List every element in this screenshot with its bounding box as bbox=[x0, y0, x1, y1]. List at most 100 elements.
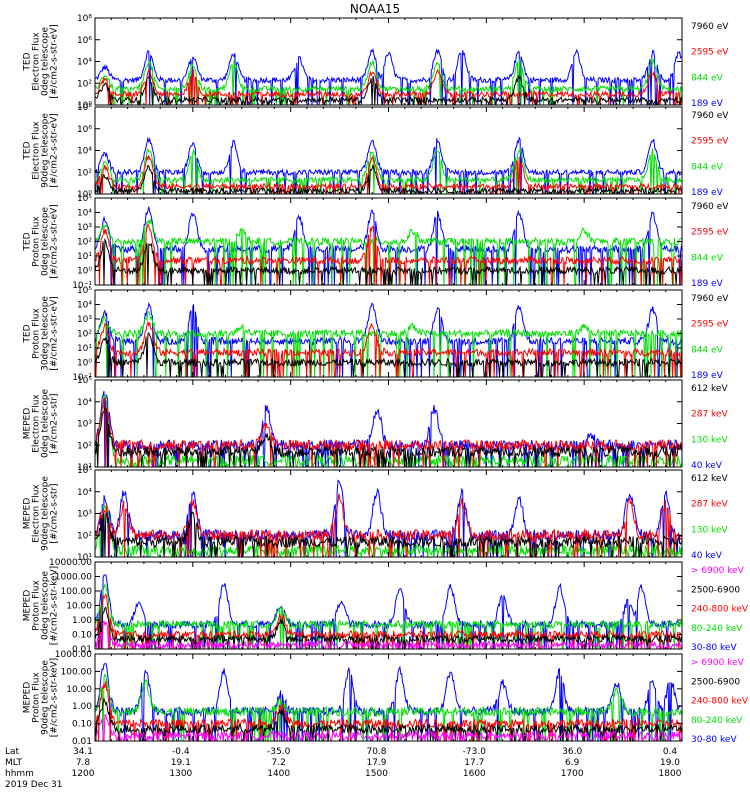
legend-entry: 844 eV bbox=[691, 253, 724, 263]
panel-2-legend: 7960 eV 2595 eV 844 eV 189 eV bbox=[691, 111, 729, 198]
y-tick-label: 0.10 bbox=[72, 631, 92, 641]
y-tick-label: 10⁴ bbox=[77, 301, 92, 311]
panel-3: 10⁻¹ 10⁰ 10¹ 10² 10³ 10⁴ 10⁵ TEDProton Flux0deg… bbox=[23, 194, 730, 291]
y-tick-label: 1.00 bbox=[72, 702, 92, 712]
panel-1-legend: 7960 eV 2595 eV 844 eV 189 eV bbox=[691, 22, 729, 109]
series-2500-6900 bbox=[95, 697, 682, 741]
panel-4: 10⁻¹ 10⁰ 10¹ 10² 10³ 10⁴ 10⁵ TEDProton Flux30de… bbox=[23, 286, 730, 383]
panel-7: 0.01 0.10 1.00 10.00 100.00 1000.00 10000.00ME… bbox=[23, 558, 749, 655]
legend-entry: 30-80 keV bbox=[691, 643, 737, 653]
legend-entry: 612 keV bbox=[691, 384, 728, 394]
y-tick-label: 10⁴ bbox=[77, 398, 92, 408]
series-2500-6900 bbox=[95, 606, 682, 649]
series-2595-ev bbox=[95, 222, 682, 285]
y-tick-label: 10⁵ bbox=[77, 194, 92, 204]
legend-entry: 240-800 keV bbox=[691, 697, 749, 707]
panel-7-legend: > 6900 keV 2500-6900 240-800 keV 80-240 keV… bbox=[691, 566, 749, 653]
y-tick-label: 10⁶ bbox=[77, 125, 92, 135]
legend-entry: 80-240 keV bbox=[691, 624, 743, 634]
legend-entry: 7960 eV bbox=[691, 22, 729, 32]
legend-entry: 2595 eV bbox=[691, 228, 729, 238]
axis-value: -73.0 bbox=[463, 747, 487, 757]
panel-1-ylabel: TEDElectron Flux0deg telescope[#/cm2-s-s… bbox=[23, 24, 60, 99]
y-tick-label: 10³ bbox=[77, 510, 92, 520]
y-tick-label: 1.00 bbox=[72, 616, 92, 626]
panel-1-plot-area bbox=[95, 47, 682, 105]
legend-entry: 2595 eV bbox=[691, 137, 729, 147]
series-7960-ev bbox=[95, 74, 682, 105]
y-tick-label: 10¹ bbox=[77, 553, 92, 563]
axis-value: 36.0 bbox=[562, 747, 582, 757]
y-tick-label: 10⁶ bbox=[77, 36, 92, 46]
legend-entry: 189 eV bbox=[691, 371, 724, 381]
series-80-240-kev bbox=[95, 583, 682, 649]
panel-4-ylabel: TEDProton Flux30deg telescope[#/cm2-s-st… bbox=[23, 296, 60, 371]
legend-entry: 2595 eV bbox=[691, 320, 729, 330]
series-287-kev bbox=[95, 493, 682, 557]
panel-3-legend: 7960 eV 2595 eV 844 eV 189 eV bbox=[691, 202, 729, 289]
panel-8-legend: > 6900 keV 2500-6900 240-800 keV 80-240 keV… bbox=[691, 658, 749, 745]
series-2595-ev bbox=[95, 68, 682, 105]
y-tick-label: 10⁻¹ bbox=[72, 281, 92, 291]
legend-entry: 189 eV bbox=[691, 99, 724, 109]
series-189-ev bbox=[95, 301, 682, 377]
y-tick-label: 10³ bbox=[77, 223, 92, 233]
series-287-kev bbox=[95, 397, 682, 467]
y-tick-label: 100.00 bbox=[61, 587, 93, 597]
axis-value: 6.9 bbox=[565, 758, 580, 768]
panel-4-plot-area bbox=[95, 301, 682, 377]
legend-entry: 844 eV bbox=[691, 73, 724, 83]
axis-value: 7.8 bbox=[76, 758, 91, 768]
y-tick-label: 10⁰ bbox=[77, 267, 92, 277]
series-189-ev bbox=[95, 136, 682, 194]
panel-3-plot-area bbox=[95, 206, 682, 285]
legend-entry: 30-80 keV bbox=[691, 735, 737, 745]
panel-7-plot-area bbox=[95, 574, 682, 649]
y-tick-label: 10² bbox=[77, 238, 92, 248]
legend-entry: 287 keV bbox=[691, 410, 728, 420]
series-844-ev bbox=[95, 310, 682, 377]
y-tick-label: 10³ bbox=[77, 315, 92, 325]
legend-entry: 844 eV bbox=[691, 345, 724, 355]
panel-5-plot-area bbox=[95, 390, 682, 467]
y-tick-label: 10² bbox=[77, 79, 92, 89]
series-844-ev bbox=[95, 218, 682, 285]
series-844-ev bbox=[95, 57, 682, 105]
panel-frame bbox=[94, 17, 683, 106]
legend-entry: 2500-6900 bbox=[691, 677, 740, 687]
series-844-ev bbox=[95, 147, 682, 194]
series-2595-ev bbox=[95, 320, 682, 377]
y-tick-label: 10⁰ bbox=[77, 190, 92, 200]
axis-value: 19.1 bbox=[171, 758, 191, 768]
series-7960-ev bbox=[95, 331, 682, 377]
axis-value: 1700 bbox=[561, 769, 584, 779]
panel-2: 10⁰ 10² 10⁴ 10⁶ 10⁸ TEDElectron Flux90deg tel… bbox=[23, 103, 730, 200]
y-tick-label: 0.10 bbox=[72, 720, 92, 730]
series-7960-ev bbox=[95, 237, 682, 285]
y-tick-label: 10.00 bbox=[66, 685, 92, 695]
axis-value: 1300 bbox=[169, 769, 192, 779]
y-tick-label: 10.00 bbox=[66, 602, 92, 612]
axis-row-label-lat: Lat bbox=[5, 747, 20, 757]
axis-value: -0.4 bbox=[172, 747, 190, 757]
y-tick-label: 10² bbox=[77, 168, 92, 178]
legend-entry: 189 eV bbox=[691, 188, 724, 198]
axis-value: 1600 bbox=[463, 769, 486, 779]
y-tick-label: 10⁴ bbox=[77, 209, 92, 219]
legend-entry: > 6900 keV bbox=[691, 658, 745, 668]
y-tick-label: 10¹ bbox=[77, 344, 92, 354]
legend-entry: 612 keV bbox=[691, 474, 728, 484]
axis-value: -35.0 bbox=[267, 747, 291, 757]
series-189-ev bbox=[95, 47, 682, 105]
legend-entry: 7960 eV bbox=[691, 111, 729, 121]
y-tick-label: 1000.00 bbox=[55, 650, 92, 660]
y-tick-label: 10⁸ bbox=[77, 14, 92, 24]
legend-entry: 240-800 keV bbox=[691, 605, 749, 615]
legend-entry: 2595 eV bbox=[691, 48, 729, 58]
y-tick-label: 10⁻¹ bbox=[72, 373, 92, 383]
axis-value: 1400 bbox=[267, 769, 290, 779]
axis-value: 17.9 bbox=[366, 758, 386, 768]
y-tick-label: 10⁰ bbox=[77, 359, 92, 369]
x-axis-labels: Lat 34.1 -0.4 -35.0 70.8 -73.0 36.0 0.4 MLT 7.8 19… bbox=[5, 747, 682, 790]
